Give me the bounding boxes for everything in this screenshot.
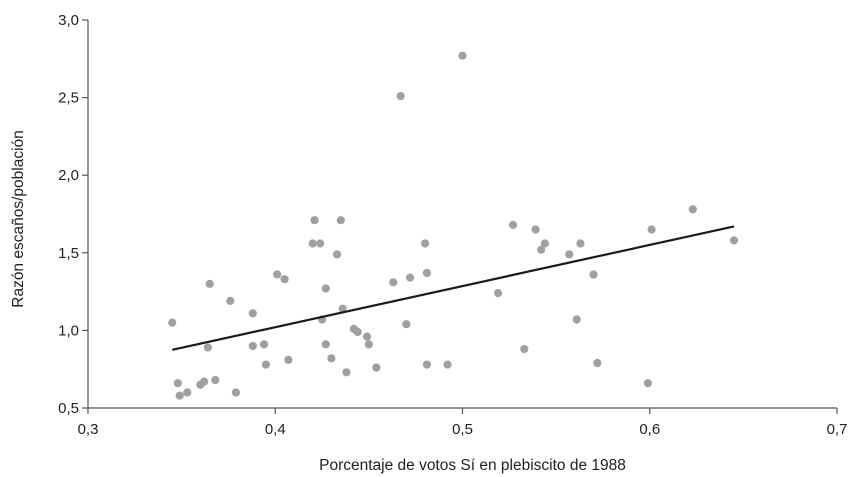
data-point xyxy=(729,236,739,245)
x-ticks: 0,3 0,4 0,5 0,6 0,7 xyxy=(78,408,848,438)
y-tick-label: 0,5 xyxy=(58,400,79,417)
data-point xyxy=(458,51,467,60)
data-point xyxy=(205,279,214,288)
data-point xyxy=(310,216,319,225)
data-point xyxy=(338,304,347,313)
data-point xyxy=(593,358,602,368)
data-point xyxy=(211,375,220,385)
data-point xyxy=(364,340,373,349)
data-point xyxy=(572,315,581,324)
data-point xyxy=(273,270,282,279)
data-point xyxy=(353,327,362,337)
data-point xyxy=(531,225,540,234)
data-point xyxy=(248,309,257,318)
data-point xyxy=(422,268,432,278)
data-point xyxy=(280,275,289,284)
x-tick-label: 0,4 xyxy=(265,421,286,438)
data-point xyxy=(537,245,546,254)
data-points xyxy=(168,51,739,400)
data-point xyxy=(316,239,325,248)
data-point xyxy=(336,216,345,225)
data-point xyxy=(321,340,330,349)
data-point xyxy=(422,360,432,369)
y-tick-label: 2,0 xyxy=(58,167,79,184)
data-point xyxy=(168,318,177,327)
x-axis-title: Porcentaje de votos Sí en plebiscito de … xyxy=(319,457,626,474)
data-point xyxy=(342,368,351,377)
y-tick-label: 2,5 xyxy=(58,90,79,107)
trendline-group xyxy=(172,225,735,351)
data-point xyxy=(173,379,182,388)
data-point xyxy=(520,344,529,354)
data-point xyxy=(540,239,549,248)
data-point xyxy=(688,205,697,214)
data-point xyxy=(308,239,317,248)
y-tick-label: 1,5 xyxy=(58,245,79,262)
data-point xyxy=(443,360,452,369)
y-tick-label: 3,0 xyxy=(58,12,79,29)
data-point xyxy=(284,355,293,364)
data-point xyxy=(372,363,381,372)
data-point xyxy=(203,343,212,352)
trend-line xyxy=(172,225,735,351)
data-point xyxy=(396,91,405,101)
data-point xyxy=(332,250,342,259)
data-point xyxy=(389,278,398,287)
data-point xyxy=(589,270,598,279)
data-point xyxy=(261,360,270,369)
data-point xyxy=(420,239,430,248)
data-point xyxy=(226,296,235,306)
data-point xyxy=(493,289,503,298)
x-tick-label: 0,6 xyxy=(639,421,660,438)
x-tick-label: 0,5 xyxy=(452,421,473,438)
data-point xyxy=(405,273,415,282)
data-point xyxy=(321,284,330,293)
y-axis-title: Razón escaños/población xyxy=(10,130,27,308)
data-point xyxy=(259,340,269,349)
data-point xyxy=(183,388,192,397)
y-tick-label: 1,0 xyxy=(58,322,79,339)
data-point xyxy=(231,388,241,397)
data-point xyxy=(647,225,656,234)
data-point xyxy=(565,250,574,259)
data-point xyxy=(175,391,184,400)
data-point xyxy=(248,341,257,351)
x-tick-label: 0,3 xyxy=(78,421,99,438)
data-point xyxy=(199,377,209,386)
y-ticks: 0,5 1,0 1,5 2,0 2,5 3,0 xyxy=(58,12,88,417)
axes xyxy=(87,20,837,409)
data-point xyxy=(327,354,336,363)
data-point xyxy=(643,379,652,388)
data-point xyxy=(508,220,518,229)
data-point xyxy=(402,320,411,329)
data-point xyxy=(362,332,372,341)
x-tick-label: 0,7 xyxy=(827,421,848,438)
data-point xyxy=(576,239,585,248)
